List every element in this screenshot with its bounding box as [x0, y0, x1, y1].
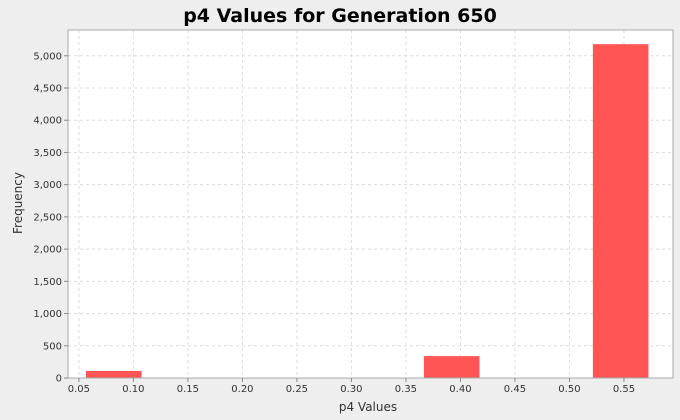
y-tick-label: 3,500	[33, 148, 62, 159]
x-tick-label: 0.20	[231, 384, 253, 395]
x-tick-label: 0.35	[395, 384, 417, 395]
plot-area	[68, 30, 673, 378]
y-tick-label: 2,500	[33, 212, 62, 223]
bars	[85, 44, 649, 379]
grid	[68, 30, 673, 379]
x-tick-label: 0.30	[340, 384, 362, 395]
y-tick-label: 4,500	[33, 84, 62, 95]
x-tick-label: 0.50	[558, 384, 580, 395]
chart-title: p4 Values for Generation 650	[183, 5, 497, 27]
y-tick-label: 1,500	[33, 277, 62, 288]
y-tick-label: 1,000	[33, 309, 62, 320]
y-tick-label: 2,000	[33, 245, 62, 256]
y-tick-label: 0	[56, 374, 62, 385]
x-tick-label: 0.40	[449, 384, 471, 395]
histogram-bar	[85, 370, 142, 378]
histogram-bar	[423, 356, 480, 378]
y-tick-label: 3,000	[33, 180, 62, 191]
histogram-bar	[592, 44, 649, 379]
x-tick-label: 0.15	[177, 384, 199, 395]
x-axis-label: p4 Values	[339, 400, 397, 414]
y-tick-label: 500	[43, 341, 62, 352]
y-axis-label: Frequency	[11, 172, 25, 234]
y-tick-label: 5,000	[33, 51, 62, 62]
x-tick-label: 0.45	[504, 384, 526, 395]
x-tick-label: 0.55	[613, 384, 635, 395]
x-tick-label: 0.25	[286, 384, 308, 395]
plot-border	[67, 29, 674, 379]
x-tick-label: 0.10	[122, 384, 144, 395]
x-tick-label: 0.05	[68, 384, 90, 395]
y-tick-label: 4,000	[33, 116, 62, 127]
ticks: 0.05 0.10 0.15 0.20 0.25 0.30 0.35 0.40 0.45 0.50…	[33, 51, 635, 395]
